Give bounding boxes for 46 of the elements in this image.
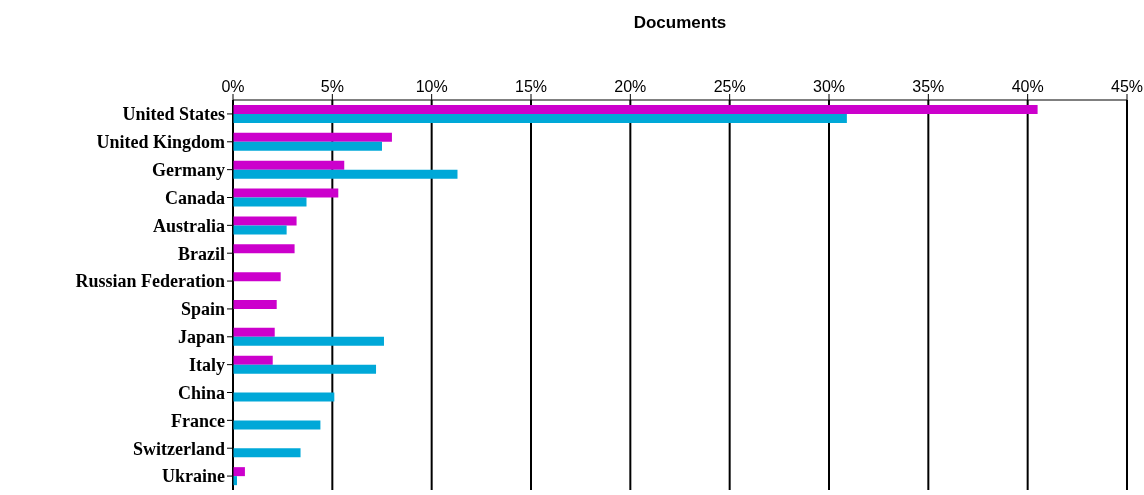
y-tick-label: Italy	[189, 355, 225, 376]
bar	[233, 448, 301, 458]
y-tick-label: Switzerland	[133, 438, 225, 459]
x-tick-label: 0%	[221, 78, 245, 95]
bar	[233, 272, 281, 282]
x-axis-title: Documents	[633, 13, 727, 33]
y-tick-label: France	[171, 410, 225, 431]
bar	[233, 169, 458, 179]
bar	[233, 467, 245, 477]
x-tick-label: 25%	[713, 78, 746, 95]
bar	[233, 336, 384, 346]
y-tick-label: Japan	[177, 327, 225, 348]
bar	[233, 392, 335, 402]
x-tick-label: 5%	[320, 78, 344, 95]
bar	[233, 420, 321, 430]
bar	[233, 160, 345, 170]
y-tick-label: United Kingdom	[96, 132, 225, 153]
y-tick-label: Germany	[152, 160, 225, 181]
bar	[233, 327, 275, 337]
bar	[233, 188, 339, 198]
y-tick-label: Ukraine	[162, 466, 226, 487]
bar	[233, 244, 295, 254]
bar	[233, 132, 392, 142]
y-tick-label: Russian Federation	[75, 271, 225, 292]
x-tick-label: 35%	[912, 78, 945, 95]
bar	[233, 300, 277, 309]
y-tick-label: Australia	[153, 215, 225, 236]
y-tick-label: China	[177, 382, 225, 403]
y-tick-label: Canada	[164, 187, 225, 208]
y-tick-label: Brazil	[178, 243, 225, 264]
bar	[233, 105, 1038, 114]
x-tick-label: 45%	[1110, 78, 1144, 95]
y-tick-label: Spain	[180, 299, 225, 320]
bar	[233, 114, 847, 123]
x-tick-label: 20%	[614, 78, 647, 95]
x-tick-label: 40%	[1011, 78, 1044, 95]
bar	[233, 216, 297, 226]
bar	[233, 364, 377, 374]
bar	[233, 225, 287, 235]
bar	[233, 141, 382, 151]
y-tick-label: United States	[122, 104, 225, 125]
x-tick-label: 15%	[514, 78, 548, 95]
x-tick-label: 30%	[812, 78, 846, 95]
bar	[233, 355, 273, 365]
x-tick-label: 10%	[415, 78, 448, 95]
bar	[233, 197, 307, 207]
